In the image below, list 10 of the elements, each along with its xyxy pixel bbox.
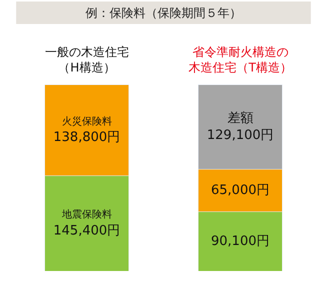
x-tick-label: 省令準耐火構造の木造住宅（T構造） xyxy=(188,45,292,75)
data-label: 差額 129,100円 xyxy=(206,111,274,144)
series-label: 火災保険料 xyxy=(62,115,112,128)
chart-title: 例：保険料（保険期間５年） xyxy=(86,6,242,20)
data-label: 65,000円 xyxy=(211,183,270,198)
data-label: 90,100円 xyxy=(211,234,270,249)
x-tick-label: 一般の木造住宅（H構造） xyxy=(44,45,129,75)
series-label: 地震保険料 xyxy=(60,208,112,220)
data-label: 138,800円 xyxy=(53,130,120,146)
data-label: 145,400円 xyxy=(53,223,120,238)
